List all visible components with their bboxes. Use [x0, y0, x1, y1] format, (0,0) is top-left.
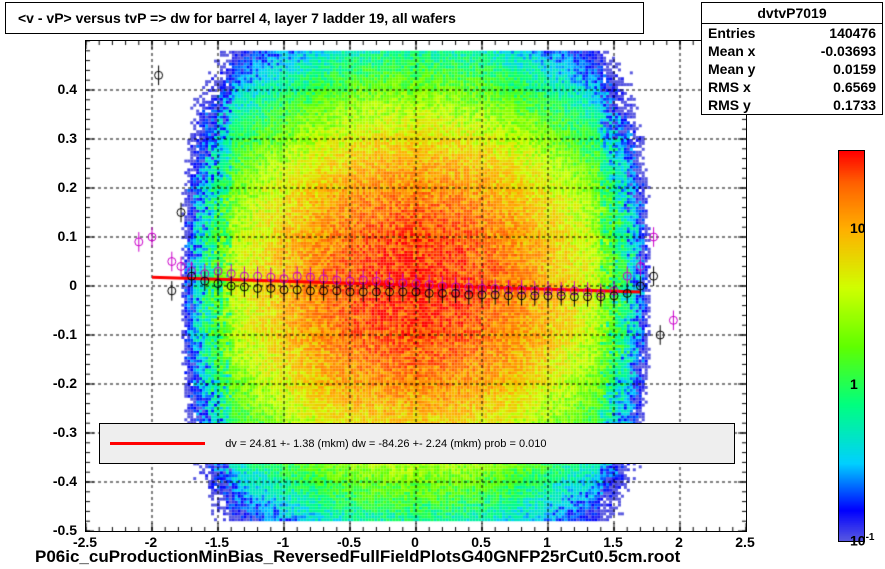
- fit-line-sample: [110, 442, 205, 445]
- y-tick-label: -0.2: [27, 375, 77, 391]
- fit-text: dv = 24.81 +- 1.38 (mkm) dw = -84.26 +- …: [225, 438, 546, 450]
- x-tick-label: -2: [145, 534, 157, 550]
- stats-row-entries: Entries 140476: [702, 24, 882, 42]
- colorbar: [838, 150, 865, 542]
- stats-label: RMS y: [708, 97, 751, 113]
- x-tick-label: 2.5: [735, 534, 754, 550]
- x-tick-label: 2: [675, 534, 683, 550]
- x-tick-label: 1: [543, 534, 551, 550]
- footer-filename: P06ic_cuProductionMinBias_ReversedFullFi…: [35, 547, 680, 567]
- y-tick-label: -0.3: [27, 424, 77, 440]
- x-tick-label: -0.5: [337, 534, 361, 550]
- colorbar-tick-label: 10: [850, 220, 885, 236]
- x-tick-label: -1: [277, 534, 289, 550]
- stats-histname: dvtvP7019: [702, 3, 882, 24]
- y-tick-label: 0.4: [27, 81, 77, 97]
- colorbar-tick-label: 1: [850, 376, 885, 392]
- y-tick-label: 0.1: [27, 228, 77, 244]
- y-tick-label: -0.4: [27, 473, 77, 489]
- stats-label: Entries: [708, 25, 755, 41]
- stats-label: Mean x: [708, 43, 755, 59]
- x-tick-label: -1.5: [205, 534, 229, 550]
- fit-legend-box: dv = 24.81 +- 1.38 (mkm) dw = -84.26 +- …: [99, 423, 735, 464]
- stats-value: -0.03693: [821, 43, 876, 59]
- stats-value: 0.0159: [833, 61, 876, 77]
- chart-title: <v - vP> versus tvP => dw for barrel 4, …: [18, 10, 456, 26]
- stats-row-rmsy: RMS y 0.1733: [702, 96, 882, 114]
- stats-value: 140476: [829, 25, 876, 41]
- stats-label: RMS x: [708, 79, 751, 95]
- stats-value: 0.6569: [833, 79, 876, 95]
- plot-area: dv = 24.81 +- 1.38 (mkm) dw = -84.26 +- …: [85, 40, 747, 532]
- y-tick-label: 0.3: [27, 130, 77, 146]
- y-tick-label: -0.5: [27, 522, 77, 538]
- x-tick-label: 0: [411, 534, 419, 550]
- stats-row-meany: Mean y 0.0159: [702, 60, 882, 78]
- x-tick-label: 1.5: [603, 534, 622, 550]
- stats-box: dvtvP7019 Entries 140476 Mean x -0.03693…: [701, 2, 883, 115]
- chart-title-box: <v - vP> versus tvP => dw for barrel 4, …: [5, 2, 644, 34]
- colorbar-tick-label: 10-1: [850, 532, 885, 549]
- y-tick-label: -0.1: [27, 326, 77, 342]
- stats-row-rmsx: RMS x 0.6569: [702, 78, 882, 96]
- stats-value: 0.1733: [833, 97, 876, 113]
- stats-row-meanx: Mean x -0.03693: [702, 42, 882, 60]
- y-tick-label: 0: [27, 277, 77, 293]
- y-tick-label: 0.2: [27, 179, 77, 195]
- stats-label: Mean y: [708, 61, 755, 77]
- x-tick-label: 0.5: [471, 534, 490, 550]
